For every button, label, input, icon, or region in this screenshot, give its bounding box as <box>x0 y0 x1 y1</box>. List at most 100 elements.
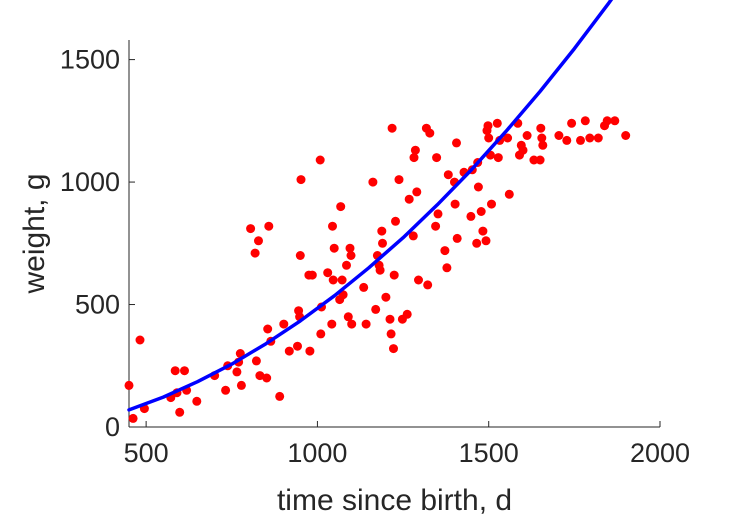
data-point <box>492 118 502 128</box>
y-axis-label: weight, g <box>18 173 51 294</box>
data-point <box>562 135 572 145</box>
data-point <box>359 282 369 292</box>
data-point <box>537 133 547 143</box>
data-point <box>275 391 285 401</box>
data-point <box>440 246 450 256</box>
data-point <box>391 216 400 226</box>
data-point <box>347 319 357 329</box>
data-point <box>246 224 256 234</box>
fit-curve <box>127 0 614 412</box>
data-point <box>328 221 337 231</box>
data-point <box>487 199 496 209</box>
data-point <box>593 133 603 143</box>
data-point <box>423 280 433 290</box>
x-tick-label: 1000 <box>287 438 347 468</box>
data-point <box>316 329 326 339</box>
data-point <box>389 270 399 280</box>
data-point <box>484 133 494 143</box>
y-tick-label: 500 <box>75 290 120 320</box>
data-point <box>410 145 420 155</box>
data-point <box>251 356 261 366</box>
data-point <box>450 199 460 209</box>
data-point <box>329 243 339 253</box>
data-point <box>504 189 514 199</box>
data-point <box>295 251 305 260</box>
data-point <box>327 319 337 329</box>
data-point <box>387 123 397 133</box>
data-point <box>610 116 620 126</box>
data-point <box>264 221 274 231</box>
scatter-series <box>124 116 631 423</box>
data-point <box>284 346 294 356</box>
data-point <box>345 243 355 253</box>
data-point <box>375 265 385 275</box>
data-point <box>361 319 371 329</box>
y-ticks: 0 500 1000 1500 <box>60 45 135 442</box>
data-point <box>621 131 631 140</box>
data-point <box>473 182 483 192</box>
data-point <box>433 209 443 219</box>
data-point <box>452 138 461 148</box>
plot-area <box>124 0 631 423</box>
data-point <box>378 238 387 248</box>
data-point <box>529 155 539 165</box>
data-point <box>385 314 395 324</box>
data-point <box>315 155 325 165</box>
data-point <box>576 135 585 145</box>
data-point <box>522 131 532 140</box>
data-point <box>425 128 435 138</box>
data-point <box>128 413 138 423</box>
data-point <box>432 153 442 163</box>
data-point <box>408 231 418 241</box>
data-point <box>371 304 381 314</box>
data-point <box>431 221 441 231</box>
data-point <box>567 118 577 128</box>
x-ticks: 500 1000 1500 2000 <box>124 421 690 468</box>
data-point <box>412 187 422 197</box>
data-point <box>221 385 231 395</box>
data-point <box>381 292 391 302</box>
data-point <box>377 226 387 236</box>
x-tick-label: 1500 <box>459 438 519 468</box>
data-point <box>554 131 564 140</box>
data-point <box>368 177 378 187</box>
data-point <box>493 153 503 163</box>
data-point <box>389 344 398 354</box>
x-axis-label: time since birth, d <box>277 484 512 517</box>
y-tick-label: 0 <box>105 412 120 442</box>
data-point <box>585 133 595 143</box>
data-point <box>538 140 548 150</box>
data-point <box>535 155 545 165</box>
data-point <box>476 207 486 216</box>
data-point <box>192 396 202 406</box>
data-point <box>336 202 346 212</box>
data-point <box>135 335 145 345</box>
data-point <box>175 407 185 417</box>
data-point <box>402 309 412 319</box>
data-point <box>263 324 273 334</box>
data-point <box>279 319 289 329</box>
data-point <box>232 367 242 377</box>
data-point <box>180 366 189 376</box>
data-point <box>328 275 338 285</box>
data-point <box>337 275 347 285</box>
x-tick-label: 2000 <box>630 438 690 468</box>
data-point <box>404 194 414 204</box>
data-point <box>536 123 546 133</box>
data-point <box>296 175 306 185</box>
data-point <box>478 226 488 236</box>
data-point <box>346 251 356 260</box>
data-point <box>293 341 302 351</box>
data-point <box>580 116 590 126</box>
data-point <box>250 248 260 258</box>
data-point <box>409 153 419 163</box>
data-point <box>518 145 528 155</box>
data-point <box>466 211 476 221</box>
data-point <box>414 275 423 285</box>
data-point <box>236 380 246 390</box>
x-tick-label: 500 <box>124 438 169 468</box>
data-point <box>342 260 351 270</box>
data-point <box>255 371 265 381</box>
